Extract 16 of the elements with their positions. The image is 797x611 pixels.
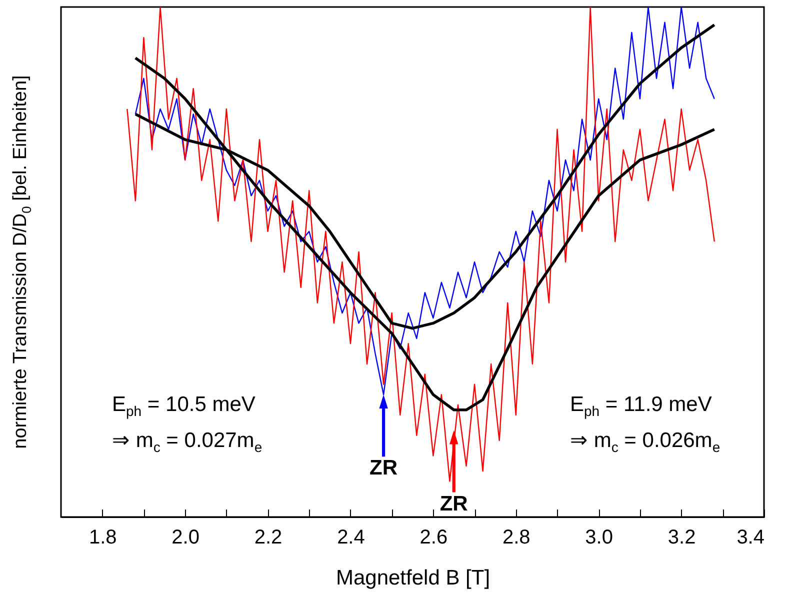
x-tick-label: 2.4 <box>337 526 365 548</box>
x-tick-label: 2.2 <box>254 526 282 548</box>
x-tick-label: 1.8 <box>88 526 117 548</box>
annotation: E$_{ph}$ = 10.5 meV <box>112 393 256 420</box>
x-tick-label: 3.2 <box>668 526 696 548</box>
annotation: ⇒ m$_{c}$ = 0.027m$_{e}$ <box>112 428 262 456</box>
x-axis-title: Magnetfeld B [T] <box>336 566 490 590</box>
x-tick-label: 3.0 <box>585 526 613 548</box>
x-tick-label: 2.0 <box>172 526 200 548</box>
annotation: ZR <box>440 492 468 516</box>
x-tick-label: 2.6 <box>420 526 448 548</box>
annotation: ZR <box>370 456 398 480</box>
x-tick-label: 2.8 <box>502 526 530 548</box>
annotation: ⇒ m$_{c}$ = 0.026m$_{e}$ <box>570 428 720 456</box>
x-tick-label: 3.4 <box>736 526 764 548</box>
annotation: E$_{ph}$ = 11.9 meV <box>570 393 712 420</box>
